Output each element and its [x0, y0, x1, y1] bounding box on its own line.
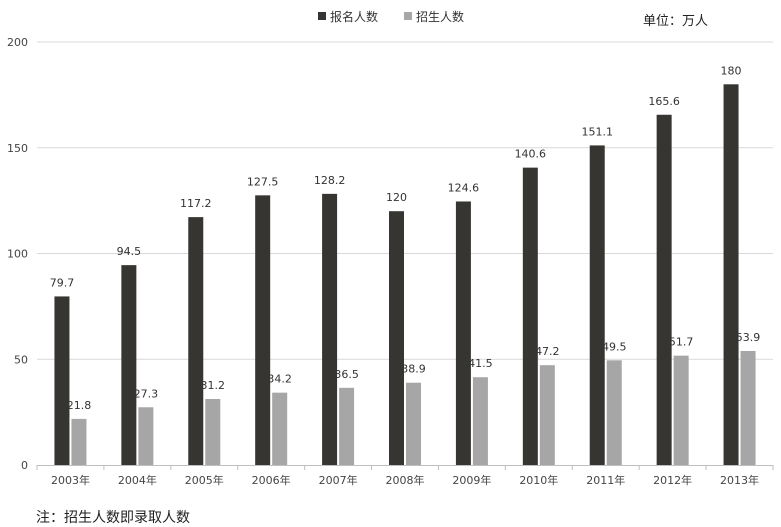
data-label: 27.3	[134, 387, 159, 400]
data-label: 128.2	[314, 174, 346, 187]
data-label: 47.2	[535, 345, 560, 358]
bar-admissions	[406, 382, 421, 465]
data-label: 51.7	[669, 336, 694, 349]
bar-applicants	[723, 84, 739, 466]
legend-swatch	[318, 12, 326, 20]
data-label: 38.9	[401, 363, 426, 376]
bar-admissions	[539, 365, 555, 465]
data-label: 180	[721, 64, 742, 77]
data-label: 36.5	[334, 368, 359, 381]
data-label: 151.1	[581, 125, 613, 138]
data-label: 49.5	[602, 340, 627, 353]
x-tick-label: 2013年	[720, 473, 759, 487]
bar-admissions	[205, 399, 221, 465]
data-label: 94.5	[117, 245, 142, 258]
bars	[54, 84, 756, 466]
bar-applicants	[656, 114, 672, 466]
bar-admissions	[673, 355, 689, 465]
legend-label: 招生人数	[416, 9, 464, 24]
y-tick-label: 50	[14, 353, 28, 366]
bar-admissions	[272, 392, 288, 465]
x-tick-label: 2010年	[519, 473, 558, 487]
y-axis: 0 50 100 150 200	[7, 36, 28, 472]
bar-applicants	[522, 167, 538, 466]
bar-admissions	[740, 351, 756, 465]
bar-admissions	[339, 387, 355, 465]
legend: 报名人数 招生人数	[318, 9, 464, 24]
bar-applicants	[121, 265, 137, 465]
data-label: 124.6	[448, 181, 480, 194]
data-label: 53.9	[736, 331, 761, 344]
x-tick-label: 2009年	[452, 473, 491, 487]
y-tick-label: 0	[21, 459, 28, 472]
data-label: 79.7	[50, 276, 75, 289]
data-label: 165.6	[648, 95, 680, 108]
bar-admissions	[606, 360, 622, 465]
x-tick-label: 2011年	[586, 473, 625, 487]
data-label: 117.2	[180, 197, 212, 210]
x-axis: 2003年 2004年 2005年 2006年 2007年 2008年 2009年 2010年…	[36, 465, 774, 487]
data-label: 34.2	[267, 373, 292, 386]
unit-label: 单位：万人	[643, 14, 709, 29]
y-tick-label: 150	[7, 142, 28, 155]
x-tick-label: 2004年	[118, 473, 157, 487]
x-tick-label: 2003年	[51, 473, 90, 487]
y-tick-label: 100	[7, 248, 28, 261]
bar-admissions	[71, 418, 87, 465]
x-tick-label: 2005年	[185, 473, 224, 487]
bar-applicants	[188, 217, 204, 465]
data-labels: 79.7 94.5 117.2 127.5 128.2 120 124.6 140.6 151.…	[50, 64, 761, 412]
bar-applicants	[322, 193, 338, 465]
bar-admissions	[472, 377, 488, 465]
x-tick-label: 2006年	[252, 473, 291, 487]
bar-applicants	[54, 296, 70, 465]
data-label: 31.2	[201, 379, 226, 392]
x-tick-label: 2012年	[653, 473, 692, 487]
legend-label: 报名人数	[330, 9, 378, 24]
bar-applicants	[389, 211, 404, 465]
footnote: 注：招生人数即录取人数	[36, 510, 190, 526]
bar-applicants	[255, 195, 271, 465]
bar-applicants	[455, 201, 471, 465]
data-label: 21.8	[67, 399, 92, 412]
x-tick-label: 2008年	[386, 473, 425, 487]
y-tick-label: 200	[7, 36, 28, 49]
legend-swatch	[404, 12, 412, 20]
data-label: 140.6	[515, 148, 547, 161]
data-label: 41.5	[468, 357, 493, 370]
bar-admissions	[138, 407, 154, 465]
data-label: 120	[386, 191, 407, 204]
gridlines	[37, 41, 773, 360]
x-tick-label: 2007年	[319, 473, 358, 487]
bar-applicants	[589, 145, 605, 465]
data-label: 127.5	[247, 175, 279, 188]
